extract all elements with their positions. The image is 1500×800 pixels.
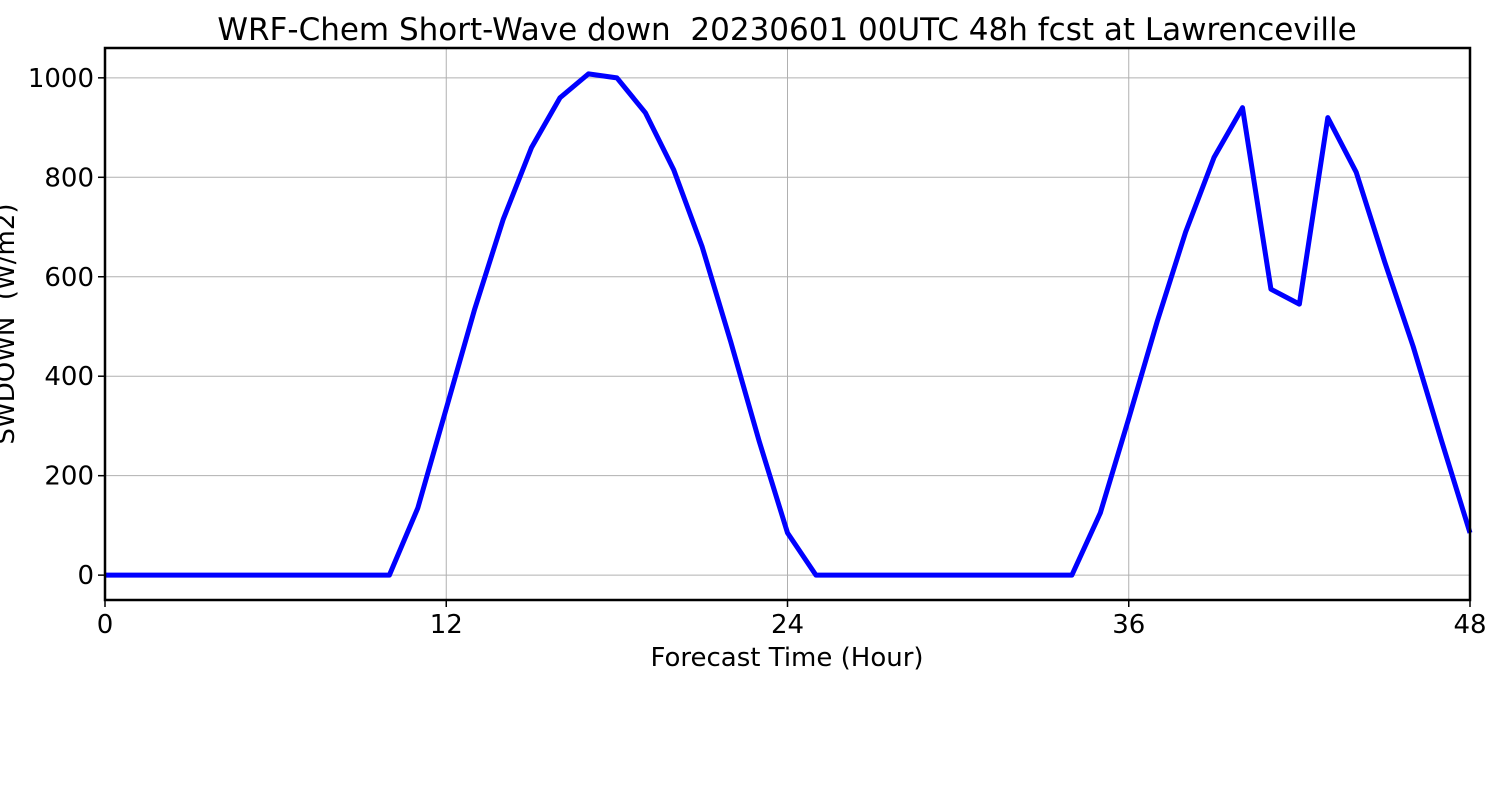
y-tick-label: 400 (44, 362, 94, 392)
x-tick-label: 0 (97, 610, 114, 640)
series-line (105, 71, 1473, 578)
y-tick-label: 0 (77, 561, 94, 591)
x-tick-label: 48 (1453, 610, 1486, 640)
y-tick-label: 600 (44, 263, 94, 293)
y-axis-label: SWDOWN (W/m2) (0, 203, 21, 444)
y-tick-label: 200 (44, 462, 94, 492)
y-tick-label: 800 (44, 163, 94, 193)
grid (104, 48, 1471, 600)
chart-title: WRF-Chem Short-Wave down 20230601 00UTC … (217, 12, 1356, 48)
y-tick-label: 1000 (28, 64, 94, 94)
x-tick-label: 24 (771, 610, 804, 640)
x-axis-label: Forecast Time (Hour) (650, 643, 923, 673)
series-layer (105, 71, 1473, 578)
x-tick-label: 12 (430, 610, 463, 640)
axis-ticks: 0 12 24 36 48 0 200 400 600 800 1000 (28, 64, 1487, 640)
x-tick-label: 36 (1112, 610, 1145, 640)
